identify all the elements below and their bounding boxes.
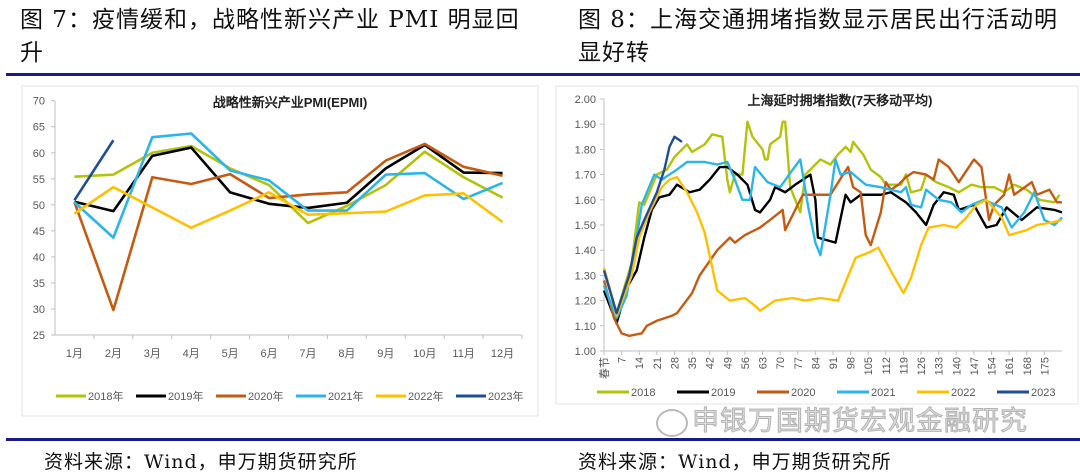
- congestion-x-tick-label: 175: [1039, 357, 1051, 375]
- epmi-x-tick-label: 1月: [66, 348, 83, 360]
- congestion-x-tick-label: 147: [969, 357, 981, 375]
- congestion-x-tick-label: 21: [652, 357, 664, 369]
- congestion-legend-label: 2018: [631, 387, 655, 399]
- epmi-x-tick-label: 4月: [183, 348, 200, 360]
- congestion-x-tick-label: 35: [687, 357, 699, 369]
- congestion-chart: 上海延时拥堵指数(7天移动平均) 2.00 1.90 1.80 1.70 1.60 1.50…: [555, 85, 1079, 405]
- epmi-y-tick-label: 25: [33, 330, 45, 342]
- epmi-chart-title: 战略性新兴产业PMI(EPMI): [213, 95, 368, 110]
- congestion-x-tick-label: 77: [793, 357, 805, 369]
- epmi-series-2022年: [73, 185, 504, 230]
- epmi-legend-label: 2023年: [488, 389, 523, 403]
- congestion-series-2020: [602, 158, 1062, 338]
- congestion-series-2018: [602, 120, 1061, 315]
- congestion-x-tick-label: 28: [669, 357, 681, 369]
- epmi-y-tick-label: 45: [33, 226, 45, 238]
- epmi-x-tick-label: 12月: [491, 348, 514, 360]
- epmi-x-tick-label: 2月: [105, 348, 122, 360]
- congestion-x-tick-label: 119: [898, 357, 910, 375]
- right-source-note: 资料来源：Wind，申万期货研究所: [578, 451, 892, 473]
- congestion-series-2021: [602, 158, 1063, 320]
- congestion-x-tick-label: 154: [987, 357, 999, 375]
- congestion-x-tick-label: 14: [634, 357, 646, 369]
- congestion-legend-label: 2020: [791, 387, 815, 399]
- congestion-legend-label: 2019: [711, 387, 735, 399]
- congestion-x-tick-label: 84: [810, 357, 822, 369]
- epmi-series-2023年: [73, 139, 115, 201]
- congestion-series-2022: [602, 175, 1063, 317]
- epmi-x-tick-label: 7月: [299, 348, 316, 360]
- congestion-y-tick-label: 1.30: [575, 270, 596, 282]
- epmi-series-2021年: [73, 132, 504, 239]
- congestion-y-tick-label: 1.00: [575, 346, 596, 358]
- epmi-series-2019年: [74, 143, 503, 213]
- congestion-x-tick-label: 105: [863, 357, 875, 375]
- congestion-y-tick-label: 1.60: [575, 195, 596, 207]
- epmi-y-tick-label: 30: [33, 304, 45, 316]
- epmi-chart-frame: [21, 85, 539, 417]
- congestion-y-tick-label: 1.40: [575, 245, 596, 257]
- congestion-chart-title: 上海延时拥堵指数(7天移动平均): [748, 93, 933, 108]
- epmi-y-tick-label: 50: [33, 200, 45, 212]
- congestion-x-tick-label: 91: [828, 357, 840, 369]
- epmi-y-tick-label: 40: [33, 252, 45, 264]
- epmi-series-2018年: [74, 144, 504, 225]
- left-figure-heading: 图 7：疫情缓和，战略性新兴产业 PMI 明显回升: [20, 7, 520, 66]
- congestion-x-tick-label: 42: [705, 357, 717, 369]
- congestion-y-tick-label: 1.10: [575, 321, 596, 333]
- epmi-x-tick-label: 11月: [452, 348, 474, 360]
- congestion-chart-frame: [555, 85, 1079, 405]
- congestion-y-tick-label: 2.00: [575, 94, 596, 106]
- epmi-y-tick-label: 60: [33, 148, 45, 160]
- congestion-x-tick-label: 140: [951, 357, 963, 375]
- epmi-legend-label: 2019年: [168, 389, 203, 403]
- congestion-x-tick-label: 112: [881, 357, 893, 375]
- epmi-x-tick-label: 5月: [222, 348, 239, 360]
- epmi-x-tick-label: 10月: [413, 348, 436, 360]
- congestion-x-tick-label: 56: [740, 357, 752, 369]
- epmi-y-tick-label: 55: [33, 174, 45, 186]
- congestion-x-tick-label: 7: [617, 357, 629, 363]
- epmi-x-tick-label: 6月: [260, 348, 277, 360]
- congestion-x-tick-label: 70: [775, 357, 787, 369]
- epmi-x-tick-label: 8月: [338, 348, 355, 360]
- epmi-legend-label: 2018年: [88, 389, 123, 403]
- epmi-legend-label: 2020年: [248, 389, 283, 403]
- congestion-legend-label: 2023: [1031, 387, 1055, 399]
- congestion-legend-label: 2022: [951, 387, 975, 399]
- epmi-y-tick-label: 70: [33, 96, 45, 108]
- congestion-x-tick-label: 168: [1022, 357, 1034, 375]
- congestion-x-tick-label: 春节: [598, 357, 611, 379]
- congestion-x-tick-label: 63: [758, 357, 770, 369]
- congestion-series-2023: [602, 135, 683, 315]
- epmi-y-tick-label: 65: [33, 122, 45, 134]
- congestion-x-tick-label: 49: [722, 357, 734, 369]
- right-figure-heading: 图 8：上海交通拥堵指数显示居民出行活动明显好转: [578, 7, 1058, 66]
- bottom-divider: [6, 438, 1080, 441]
- congestion-x-tick-label: 161: [1004, 357, 1016, 375]
- top-divider: [6, 73, 1080, 76]
- epmi-y-tick-label: 35: [33, 278, 45, 290]
- epmi-legend-label: 2021年: [328, 389, 363, 403]
- congestion-y-tick-label: 1.80: [575, 144, 596, 156]
- congestion-y-tick-label: 1.90: [575, 119, 596, 131]
- congestion-legend-label: 2021: [871, 387, 895, 399]
- watermark: 申银万国期货宏观金融研究: [692, 406, 1028, 438]
- left-source-note: 资料来源：Wind，申万期货研究所: [44, 451, 358, 473]
- congestion-x-tick-label: 98: [846, 357, 858, 369]
- wechat-icon: [656, 409, 688, 437]
- congestion-y-tick-label: 1.50: [575, 220, 596, 232]
- epmi-chart: 战略性新兴产业PMI(EPMI) 70 65 60 55 50 45 40 35 30 25 1月 2月…: [21, 85, 539, 417]
- epmi-x-tick-label: 3月: [144, 348, 161, 360]
- epmi-legend-label: 2022年: [408, 389, 443, 403]
- congestion-y-tick-label: 1.70: [575, 170, 596, 182]
- congestion-y-tick-label: 1.20: [575, 296, 596, 308]
- congestion-x-tick-label: 133: [934, 357, 946, 375]
- congestion-x-tick-label: 126: [916, 357, 928, 375]
- epmi-x-tick-label: 9月: [377, 348, 394, 360]
